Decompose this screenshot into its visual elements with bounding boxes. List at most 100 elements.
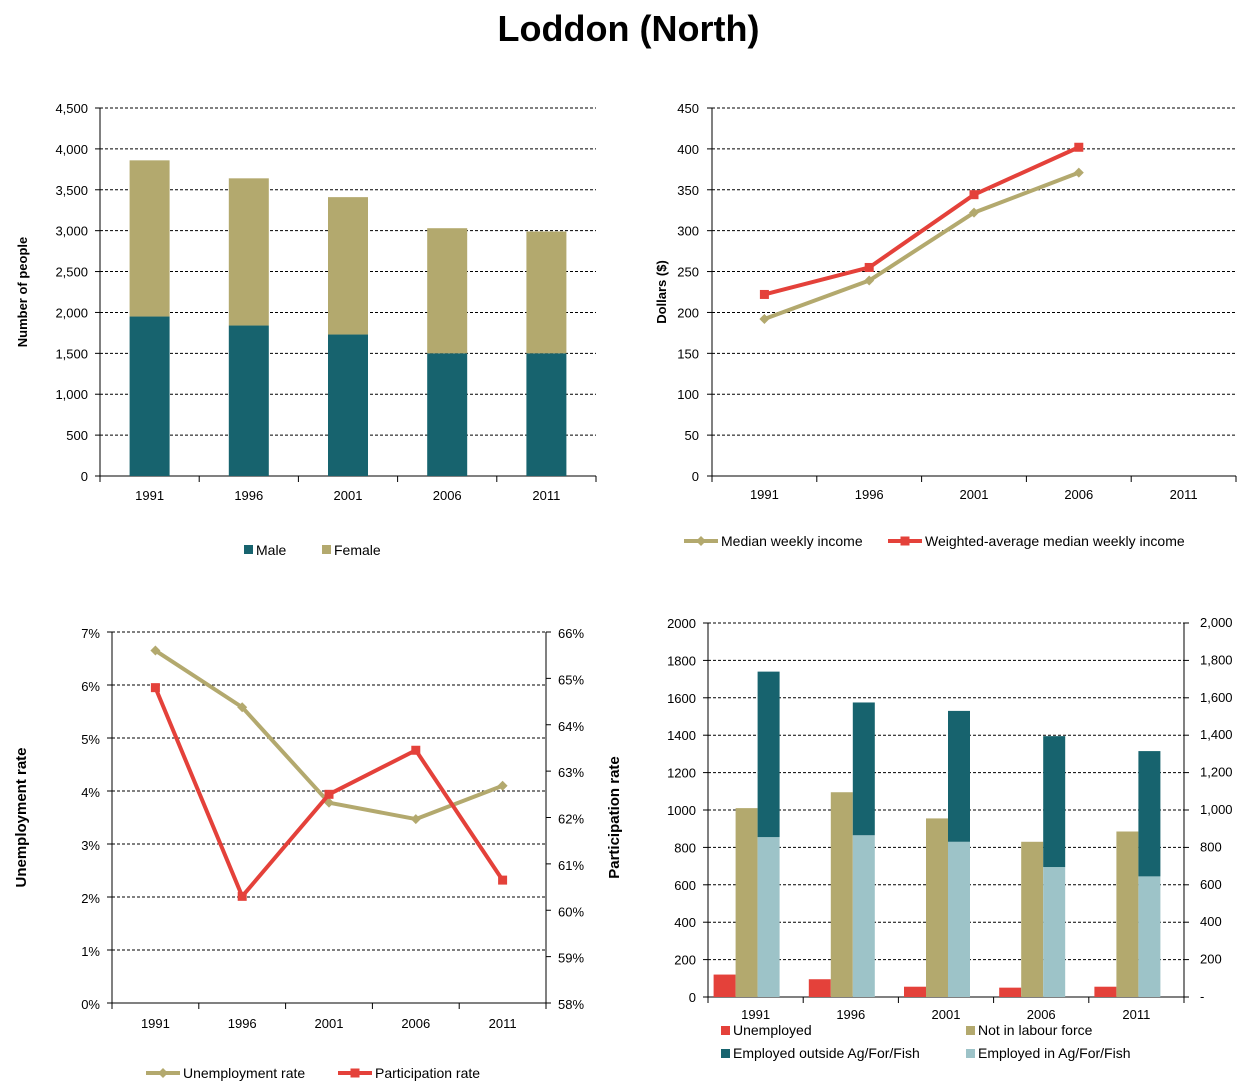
y-tick-label: 350 bbox=[677, 183, 699, 198]
bar-unemployed bbox=[713, 974, 736, 997]
legend-label: Male bbox=[256, 542, 287, 558]
y-tick-label: 100 bbox=[677, 387, 699, 402]
y-tick-label: 600 bbox=[674, 878, 696, 893]
bar-employed-outside-ag bbox=[948, 710, 970, 842]
series-line bbox=[763, 145, 1080, 297]
bar-female bbox=[427, 228, 468, 354]
legend-label: Median weekly income bbox=[721, 533, 863, 549]
y-right-tick-label: 66% bbox=[558, 626, 584, 641]
x-tick-label: 1991 bbox=[141, 1016, 170, 1031]
y-right-tick-label: - bbox=[1200, 989, 1204, 1004]
y-tick-label: 1000 bbox=[667, 803, 696, 818]
y-tick-label: 0 bbox=[81, 469, 88, 484]
y-tick-label: 450 bbox=[677, 101, 699, 116]
y-tick-label: 200 bbox=[677, 305, 699, 320]
x-tick-label: 2011 bbox=[489, 1016, 517, 1031]
x-tick-label: 1996 bbox=[836, 1007, 865, 1022]
y-tick-label: 2000 bbox=[667, 616, 696, 631]
data-point bbox=[150, 645, 161, 656]
y-tick-label: 1,500 bbox=[55, 346, 88, 361]
x-tick-label: 1991 bbox=[741, 1007, 770, 1022]
bar-employed-in-ag bbox=[757, 837, 780, 997]
y-tick-label: 4% bbox=[81, 785, 100, 800]
bar-not-in-labour-force bbox=[1116, 831, 1139, 997]
y-tick-label: 1200 bbox=[667, 766, 696, 781]
bar-unemployed bbox=[1094, 986, 1117, 997]
y-tick-label: 0 bbox=[689, 990, 696, 1005]
bar-female bbox=[228, 178, 269, 326]
legend-swatch bbox=[721, 1026, 730, 1035]
bar-male bbox=[228, 325, 269, 476]
bar-unemployed bbox=[808, 979, 831, 997]
x-tick-label: 2006 bbox=[433, 488, 462, 503]
x-tick-label: 1996 bbox=[855, 487, 884, 502]
x-tick-label: 1996 bbox=[228, 1016, 257, 1031]
y-right-tick-label: 59% bbox=[558, 951, 584, 966]
data-point bbox=[969, 190, 979, 200]
data-point bbox=[237, 702, 248, 713]
x-tick-label: 2011 bbox=[1170, 487, 1198, 502]
bar-not-in-labour-force bbox=[830, 792, 853, 997]
legend-swatch bbox=[966, 1049, 975, 1058]
x-tick-label: 1996 bbox=[234, 488, 263, 503]
x-tick-label: 2001 bbox=[932, 1007, 961, 1022]
data-point bbox=[864, 275, 875, 286]
legend-swatch-female bbox=[322, 545, 331, 554]
bar-employed-outside-ag bbox=[1043, 736, 1066, 868]
data-point bbox=[410, 814, 421, 825]
y-tick-label: 1600 bbox=[667, 691, 696, 706]
x-tick-label: 2006 bbox=[1064, 487, 1093, 502]
bar-female bbox=[526, 231, 567, 354]
x-tick-label: 2001 bbox=[334, 488, 363, 503]
y-right-tick-label: 600 bbox=[1200, 877, 1222, 892]
bar-male bbox=[129, 316, 170, 476]
legend-label: Employed in Ag/For/Fish bbox=[978, 1045, 1131, 1061]
y-tick-label: 500 bbox=[66, 428, 88, 443]
y-axis-right-title: Participation rate bbox=[606, 756, 623, 879]
x-tick-label: 2011 bbox=[532, 488, 560, 503]
legend-marker bbox=[900, 536, 910, 546]
y-tick-label: 6% bbox=[81, 679, 100, 694]
y-right-tick-label: 65% bbox=[558, 672, 584, 687]
bar-male bbox=[328, 334, 368, 476]
x-tick-label: 2001 bbox=[315, 1016, 344, 1031]
bar-employed-in-ag bbox=[948, 841, 970, 997]
series-line bbox=[763, 170, 1080, 321]
bar-female bbox=[129, 160, 170, 317]
data-point bbox=[864, 262, 874, 272]
legend-label: Unemployed bbox=[733, 1022, 812, 1038]
y-tick-label: 3% bbox=[81, 838, 100, 853]
y-right-tick-label: 200 bbox=[1200, 952, 1222, 967]
bar-employed-outside-ag bbox=[852, 702, 875, 836]
y-tick-label: 1,000 bbox=[55, 387, 88, 402]
y-tick-label: 4,000 bbox=[55, 142, 88, 157]
legend-marker bbox=[158, 1068, 168, 1078]
y-tick-label: 4,500 bbox=[55, 101, 88, 116]
bar-employed-outside-ag bbox=[1138, 751, 1161, 877]
y-tick-label: 1400 bbox=[667, 728, 696, 743]
y-right-tick-label: 2,000 bbox=[1200, 615, 1233, 630]
y-right-tick-label: 62% bbox=[558, 812, 584, 827]
bar-employed-in-ag bbox=[1138, 876, 1161, 997]
data-point bbox=[969, 207, 979, 218]
x-tick-label: 2006 bbox=[401, 1016, 430, 1031]
data-point bbox=[1074, 142, 1084, 152]
legend-label: Unemployment rate bbox=[183, 1065, 305, 1081]
page-title: Loddon (North) bbox=[497, 8, 760, 49]
y-tick-label: 0% bbox=[81, 997, 100, 1012]
y-tick-label: 1800 bbox=[667, 653, 696, 668]
data-point bbox=[324, 789, 334, 799]
y-tick-label: 50 bbox=[685, 428, 699, 443]
x-tick-label: 2006 bbox=[1027, 1007, 1056, 1022]
legend-label: Participation rate bbox=[375, 1065, 480, 1081]
data-point bbox=[759, 289, 769, 299]
legend-label: Not in labour force bbox=[978, 1022, 1093, 1038]
data-point bbox=[498, 875, 508, 885]
bar-employed-in-ag bbox=[1043, 867, 1066, 997]
x-tick-label: 2011 bbox=[1122, 1007, 1150, 1022]
bar-employed-outside-ag bbox=[757, 671, 780, 838]
bar-not-in-labour-force bbox=[926, 818, 948, 997]
y-tick-label: 150 bbox=[677, 346, 699, 361]
bar-male bbox=[427, 353, 468, 476]
y-right-tick-label: 61% bbox=[558, 858, 584, 873]
